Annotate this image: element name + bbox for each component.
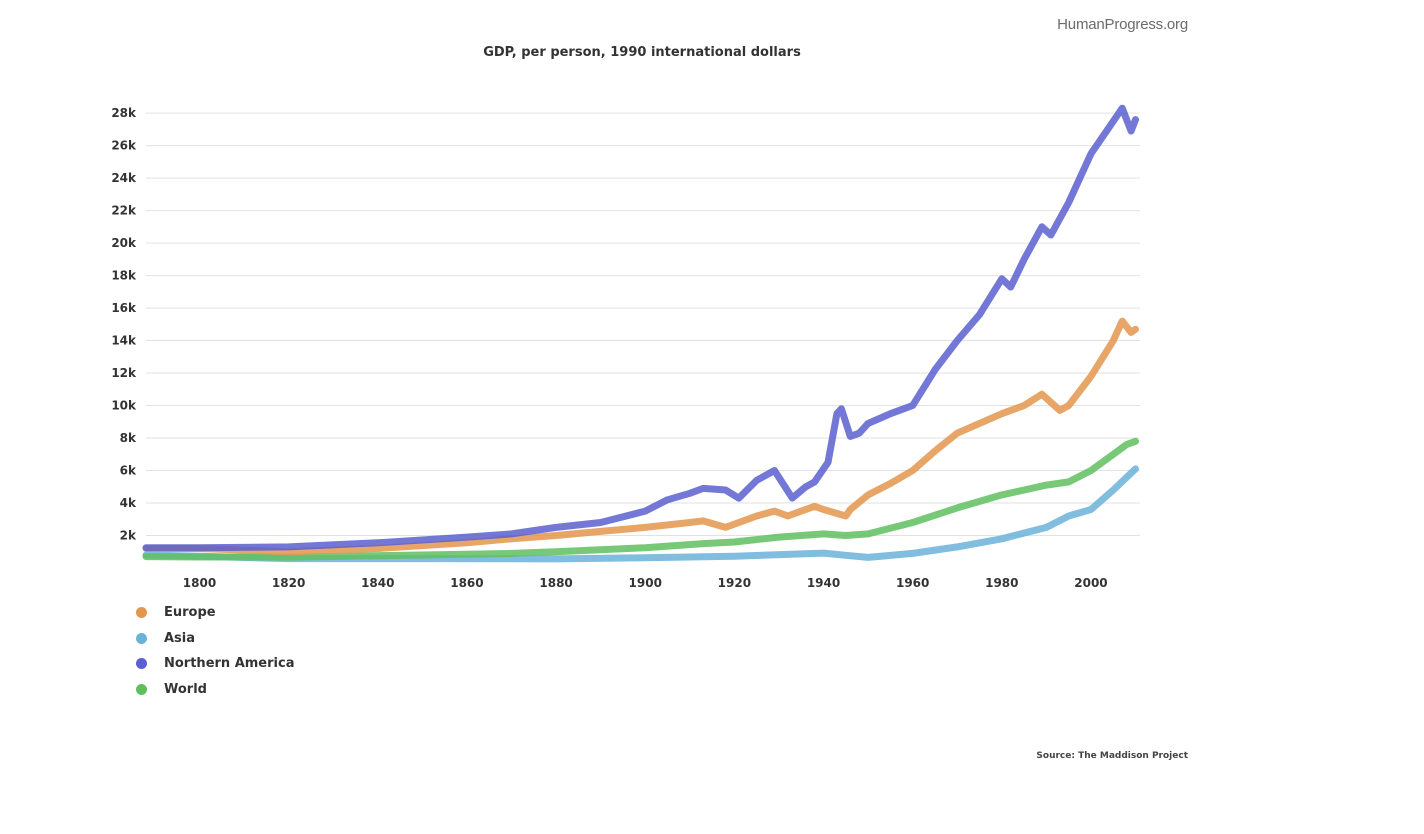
legend-label: Asia	[164, 630, 196, 646]
chart-title: GDP, per person, 1990 international doll…	[483, 45, 801, 60]
y-tick-label: 22k	[111, 204, 137, 218]
x-tick-label: 1820	[272, 576, 305, 590]
y-tick-label: 8k	[120, 431, 137, 445]
x-tick-label: 1900	[629, 576, 662, 590]
x-axis-ticks: 1800 1820 1840 1860 1880 1900 1920 1940 1960 1980…	[183, 576, 1108, 590]
y-tick-label: 18k	[111, 269, 137, 283]
x-tick-label: 1880	[539, 576, 572, 590]
y-tick-label: 24k	[111, 171, 137, 185]
y-tick-label: 10k	[111, 399, 137, 413]
x-tick-label: 1960	[896, 576, 929, 590]
legend-swatch	[136, 658, 147, 670]
y-tick-label: 14k	[111, 334, 137, 348]
legend-label: Europe	[164, 605, 216, 621]
y-tick-label: 12k	[111, 366, 137, 380]
y-tick-label: 16k	[111, 301, 137, 315]
x-tick-label: 1980	[985, 576, 1018, 590]
brand-watermark: HumanProgress.org	[1057, 16, 1188, 33]
series-line-northern-america	[142, 104, 1139, 552]
legend-swatch	[136, 607, 147, 619]
x-tick-label: 1800	[183, 576, 216, 590]
legend-item-asia[interactable]: Asia	[136, 626, 294, 652]
x-tick-label: 1940	[807, 576, 840, 590]
y-tick-label: 26k	[111, 139, 137, 153]
x-tick-label: 1860	[450, 576, 483, 590]
legend: Europe Asia Northern America World	[136, 600, 294, 702]
legend-swatch	[136, 632, 147, 644]
x-tick-label: 1840	[361, 576, 394, 590]
source-note: Source: The Maddison Project	[1036, 751, 1188, 761]
series-lines	[142, 104, 1139, 563]
y-tick-label: 20k	[111, 236, 137, 250]
legend-item-world[interactable]: World	[136, 677, 294, 703]
series-line-europe	[142, 317, 1139, 556]
x-tick-label: 1920	[718, 576, 751, 590]
grid-lines	[146, 112, 1140, 537]
y-tick-label: 28k	[111, 106, 137, 120]
legend-label: World	[164, 681, 207, 697]
x-tick-label: 2000	[1074, 576, 1107, 590]
y-tick-label: 6k	[120, 464, 137, 478]
y-tick-label: 4k	[120, 496, 137, 510]
y-tick-label: 2k	[120, 529, 137, 543]
legend-item-northern-america[interactable]: Northern America	[136, 651, 294, 677]
y-axis-ticks: 2k 4k 6k 8k 10k 12k 14k 16k 18k 20k 22k 24k 26k 28k	[111, 106, 137, 542]
series-line-world	[142, 437, 1139, 561]
legend-swatch	[136, 683, 147, 695]
legend-item-europe[interactable]: Europe	[136, 600, 294, 626]
legend-label: Northern America	[164, 656, 295, 672]
